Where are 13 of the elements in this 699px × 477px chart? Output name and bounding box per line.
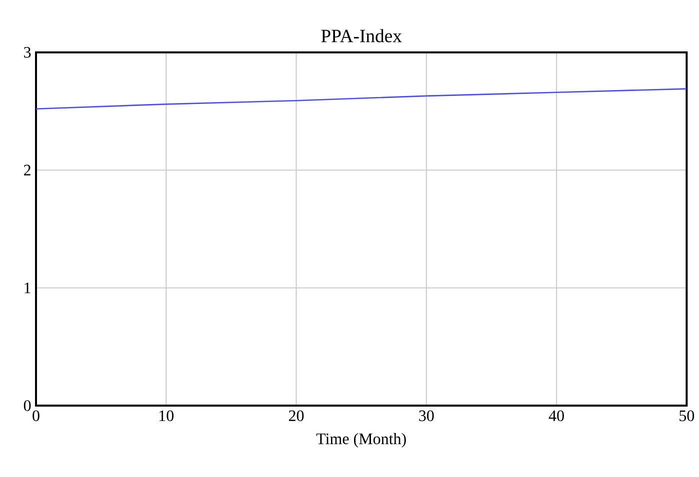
x-tick-label: 20 xyxy=(288,410,304,422)
x-tick-label: 0 xyxy=(32,410,40,422)
x-tick-label: 40 xyxy=(548,410,564,422)
y-tick-label: 3 xyxy=(24,46,31,58)
x-tick-label: 30 xyxy=(419,410,434,422)
x-tick-label: 50 xyxy=(680,410,694,422)
x-tick-label: 10 xyxy=(160,410,174,422)
y-tick-label: 2 xyxy=(24,164,30,176)
y-tick-label: 1 xyxy=(24,282,30,294)
x-axis-title: Time (Month) xyxy=(316,432,406,448)
chart-title: PPA-Index xyxy=(321,29,402,42)
y-tick-label: 0 xyxy=(24,400,31,412)
line-series xyxy=(36,88,687,110)
